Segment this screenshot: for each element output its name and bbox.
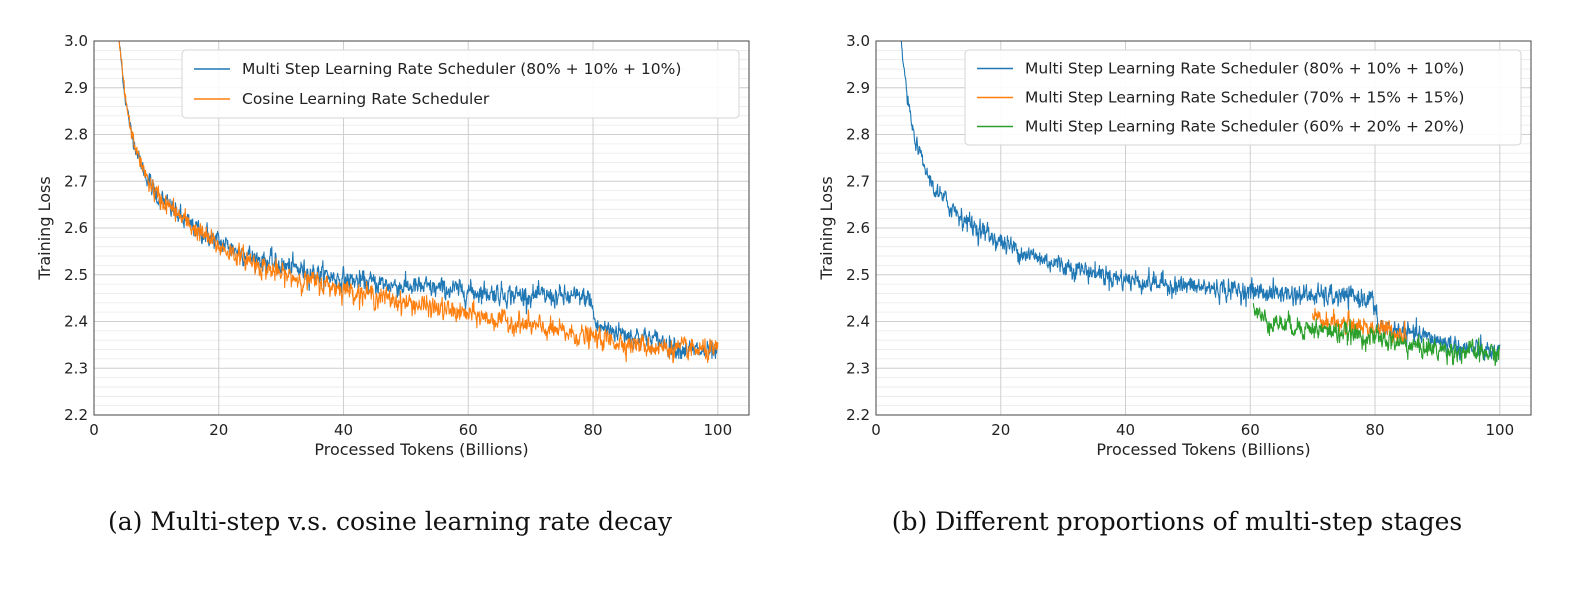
y-tick-label: 3.0 xyxy=(846,32,870,50)
legend-box xyxy=(181,49,740,119)
x-axis-label: Processed Tokens (Billions) xyxy=(1096,440,1310,459)
y-tick-label: 2.5 xyxy=(846,266,870,284)
y-tick-label: 2.6 xyxy=(64,219,88,237)
legend-entry: Multi Step Learning Rate Scheduler (80% … xyxy=(242,60,681,78)
y-tick-label: 2.3 xyxy=(846,359,870,377)
legend-entry: Multi Step Learning Rate Scheduler (80% … xyxy=(1025,60,1464,78)
series-line-1 xyxy=(118,41,719,360)
series-group xyxy=(900,41,1501,367)
series-group xyxy=(118,41,719,364)
legend: Multi Step Learning Rate Scheduler (80% … xyxy=(181,49,740,119)
x-tick-label: 60 xyxy=(459,421,478,439)
legend: Multi Step Learning Rate Scheduler (80% … xyxy=(964,49,1522,146)
y-tick-label: 2.8 xyxy=(64,126,88,144)
y-tick-label: 2.4 xyxy=(846,313,870,331)
x-tick-label: 60 xyxy=(1241,421,1260,439)
chart-a: 2.2 2.3 2.4 2.5 2.6 2.7 2.8 2.9 3.0 0 20 40 60 80 100 P… xyxy=(35,32,750,536)
y-tick-label: 2.5 xyxy=(64,266,88,284)
x-tick-label: 20 xyxy=(209,421,228,439)
chart-b: 2.2 2.3 2.4 2.5 2.6 2.7 2.8 2.9 3.0 0 20 40 60 80 100 P… xyxy=(817,32,1532,536)
plot-frame xyxy=(875,40,1532,416)
x-tick-label: 40 xyxy=(334,421,353,439)
plot-frame xyxy=(93,40,750,416)
y-tick-label: 2.7 xyxy=(846,172,870,190)
x-tick-label: 20 xyxy=(991,421,1010,439)
y-tick-label: 2.9 xyxy=(846,79,870,97)
y-axis-label: Training Loss xyxy=(35,176,54,280)
y-tick-label: 3.0 xyxy=(64,32,88,50)
x-tick-label: 80 xyxy=(1366,421,1385,439)
x-tick-label: 0 xyxy=(871,421,881,439)
series-line-2 xyxy=(1312,307,1407,344)
legend-entry: Cosine Learning Rate Scheduler xyxy=(242,90,490,108)
y-tick-label: 2.2 xyxy=(64,406,88,424)
y-tick-label: 2.7 xyxy=(64,172,88,190)
x-axis-label: Processed Tokens (Billions) xyxy=(314,440,528,459)
y-tick-label: 2.2 xyxy=(846,406,870,424)
y-tick-label: 2.9 xyxy=(64,79,88,97)
legend-entry: Multi Step Learning Rate Scheduler (60% … xyxy=(1025,118,1464,136)
series-line-2 xyxy=(118,41,719,364)
x-tick-label: 100 xyxy=(703,421,732,439)
series-line-3 xyxy=(1252,303,1500,367)
chart-caption: (b) Different proportions of multi-step … xyxy=(892,507,1462,536)
x-tick-label: 0 xyxy=(89,421,99,439)
y-tick-label: 2.6 xyxy=(846,219,870,237)
chart-caption: (a) Multi-step v.s. cosine learning rate… xyxy=(108,507,673,536)
x-tick-label: 40 xyxy=(1116,421,1135,439)
legend-box xyxy=(964,49,1522,146)
x-tick-label: 100 xyxy=(1485,421,1514,439)
x-tick-label: 80 xyxy=(584,421,603,439)
y-tick-label: 2.8 xyxy=(846,126,870,144)
y-axis-label: Training Loss xyxy=(817,176,836,280)
legend-entry: Multi Step Learning Rate Scheduler (70% … xyxy=(1025,89,1464,107)
y-tick-label: 2.3 xyxy=(64,359,88,377)
y-tick-label: 2.4 xyxy=(64,313,88,331)
